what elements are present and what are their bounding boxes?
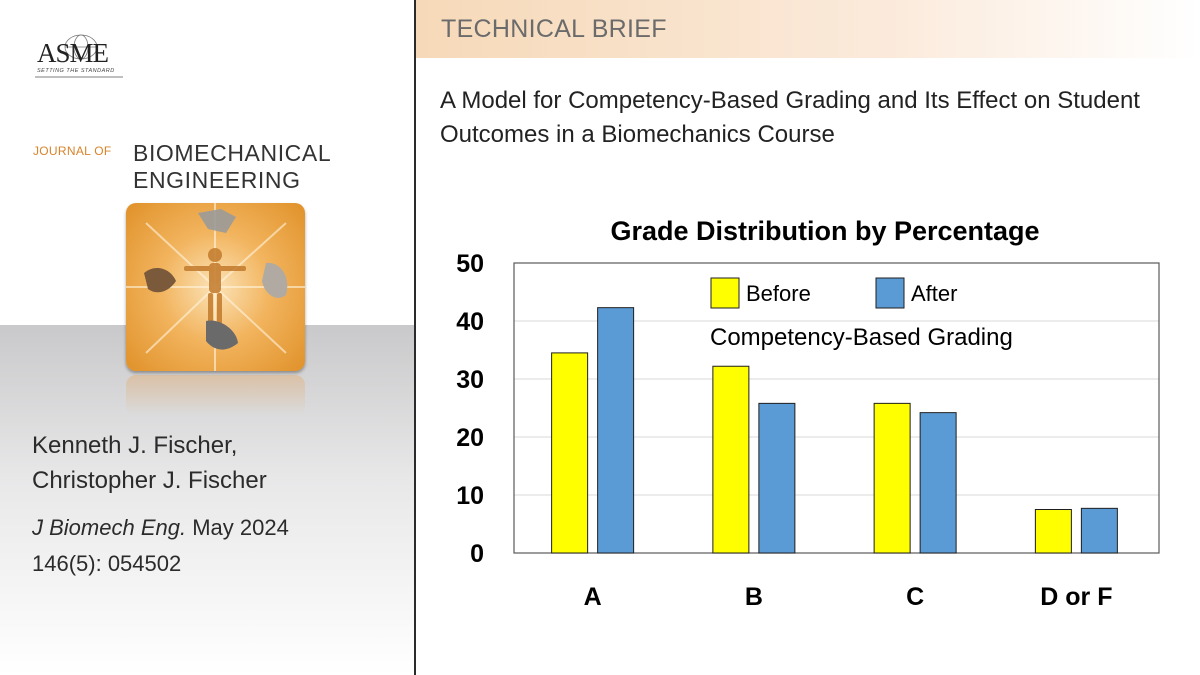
citation-date: May 2024	[186, 515, 289, 540]
y-tick-label: 0	[470, 540, 484, 568]
article-title: A Model for Competency-Based Grading and…	[440, 87, 1140, 148]
x-tick-label: C	[906, 583, 924, 611]
journal-name-line1: BIOMECHANICAL	[133, 140, 332, 166]
legend-swatch-after	[875, 277, 905, 309]
citation-volume: 146(5): 054502	[32, 551, 182, 576]
asme-tagline: SETTING THE STANDARD	[37, 68, 115, 74]
legend-swatch-before	[710, 277, 740, 309]
bar-before	[1034, 509, 1072, 554]
plot-area	[513, 262, 1160, 554]
chart-annotation: Competency-Based Grading	[710, 324, 1013, 351]
x-tick-label: D or F	[1040, 583, 1112, 611]
journal-name-line2: ENGINEERING	[133, 167, 301, 193]
x-tick-label: A	[584, 583, 602, 611]
biomechanics-cover-icon	[126, 203, 305, 371]
article-type-banner: TECHNICAL BRIEF	[416, 0, 1200, 58]
bar-before	[712, 365, 750, 554]
legend-label-before: Before	[746, 281, 811, 306]
bar-after	[1080, 507, 1118, 554]
journal-cover-image	[126, 203, 305, 371]
grade-distribution-chart: Grade Distribution by Percentage 0 10 20 30 4…	[456, 216, 1160, 611]
y-tick-label: 30	[456, 366, 484, 394]
journal-name: BIOMECHANICAL ENGINEERING	[133, 140, 331, 194]
citation-journal: J Biomech Eng.	[32, 515, 187, 540]
author-line-2: Christopher J. Fischer	[32, 467, 267, 494]
y-tick-label: 40	[456, 308, 484, 336]
panel-divider	[414, 0, 416, 675]
journal-prefix: JOURNAL OF	[33, 144, 112, 158]
bar-after	[597, 307, 635, 554]
asme-logo: ASME SETTING THE STANDARD	[33, 30, 128, 82]
x-tick-label: B	[745, 583, 763, 611]
authors: Kenneth J. Fischer, Christopher J. Fisch…	[32, 428, 267, 498]
citation: J Biomech Eng. May 2024 146(5): 054502	[32, 510, 289, 582]
left-panel: ASME SETTING THE STANDARD JOURNAL OF BIO…	[0, 0, 414, 675]
chart-title: Grade Distribution by Percentage	[610, 216, 1039, 246]
asme-globe-icon	[35, 34, 123, 78]
bar-after	[919, 412, 957, 554]
bar-before	[873, 402, 911, 554]
bar-before	[551, 352, 589, 554]
citation-line-1: J Biomech Eng. May 2024	[32, 510, 289, 546]
asme-logo-text: ASME	[37, 38, 109, 68]
bar-after	[758, 402, 796, 554]
article-type-label: TECHNICAL BRIEF	[441, 15, 667, 43]
y-tick-label: 20	[456, 424, 484, 452]
y-tick-label: 10	[456, 482, 484, 510]
y-tick-label: 50	[456, 250, 484, 278]
legend-label-after: After	[911, 281, 957, 306]
cover-reflection	[126, 375, 305, 415]
author-line-1: Kenneth J. Fischer,	[32, 432, 238, 459]
